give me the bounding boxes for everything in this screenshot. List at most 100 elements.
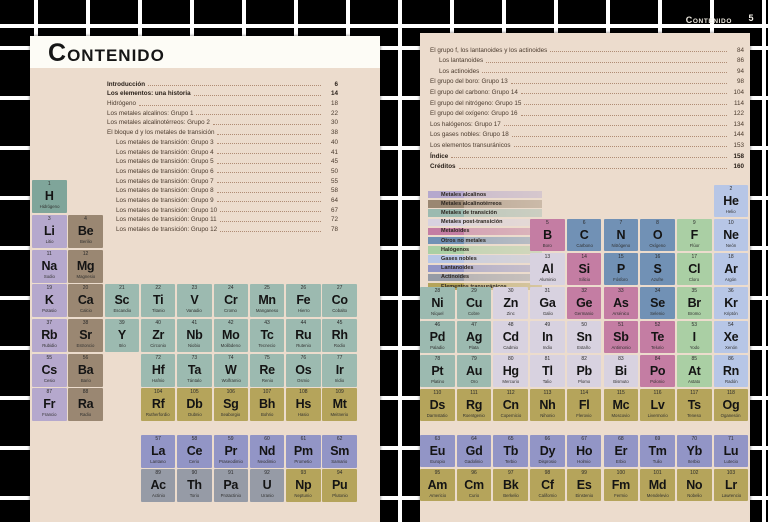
toc-entry: Los lantanoides 86: [430, 54, 744, 64]
element-symbol: Se: [650, 295, 665, 310]
element-number: 85: [691, 356, 698, 362]
element-name: Tulio: [652, 458, 663, 465]
element-symbol: Rf: [151, 397, 165, 411]
element-name: Molibdeno: [220, 343, 241, 349]
element-number: 23: [191, 285, 198, 291]
element-symbol: Np: [295, 478, 312, 492]
toc-entry-label: Los elementos transuránicos: [430, 141, 511, 149]
element-number: 114: [580, 390, 589, 396]
element-number: 96: [471, 470, 477, 476]
element-number: 90: [191, 470, 198, 476]
element-tile-th: 90 Th Torio: [177, 469, 212, 502]
element-number: 11: [46, 251, 52, 257]
element-symbol: Ru: [295, 328, 312, 342]
element-number: 64: [471, 436, 477, 442]
toc-entry: El grupo del boro: Grupo 13 98: [430, 75, 744, 86]
toc-entry-page: 144: [733, 131, 744, 139]
element-number: 80: [507, 356, 514, 362]
element-tile-rg: 111 Rg Roentgenio: [456, 389, 492, 421]
element-symbol: Fr: [43, 397, 56, 411]
element-number: 92: [264, 470, 270, 476]
toc-entry-page: 41: [330, 148, 338, 156]
element-number: 72: [155, 355, 161, 361]
element-number: 14: [581, 254, 587, 260]
element-name: Torio: [189, 493, 200, 499]
toc-entry-label: El grupo del boro: Grupo 13: [430, 78, 508, 86]
element-tile-at: 85 At Astato: [676, 355, 712, 387]
element-symbol: La: [151, 444, 166, 458]
element-name: Moscovio: [611, 412, 630, 419]
dot-leader: [220, 230, 321, 232]
element-tile-cu: 29 Cu Cobre: [456, 287, 492, 319]
element-number: 86: [728, 356, 734, 362]
dot-leader: [220, 211, 321, 213]
element-symbol: Ac: [150, 478, 166, 492]
legend-item-label: Otros no metales: [441, 237, 486, 244]
toc-entry-page: 18: [330, 100, 338, 108]
element-symbol: Bk: [503, 477, 519, 492]
element-symbol: Nb: [186, 328, 203, 342]
toc-entry-label: Los metales de transición: Grupo 7: [116, 177, 214, 185]
element-name: Nihonio: [540, 412, 555, 419]
toc-entry-page: 122: [733, 110, 744, 118]
element-name: Hierro: [297, 308, 310, 314]
dot-leader: [139, 104, 321, 106]
element-tile-eu: 63 Eu Europio: [420, 435, 455, 467]
toc-entry-page: 134: [733, 120, 744, 128]
element-number: 74: [227, 355, 234, 361]
element-symbol: Rg: [465, 397, 483, 412]
element-tile-pm: 61 Pm Prometio: [286, 435, 321, 468]
toc-entry-page: 72: [330, 216, 338, 224]
element-tile-ru: 44 Ru Rutenio: [286, 319, 321, 352]
element-name: Wolframio: [221, 378, 241, 384]
element-number: 71: [728, 436, 734, 442]
toc-entry-page: 64: [330, 196, 338, 204]
dot-leader: [216, 191, 321, 193]
element-symbol: C: [579, 227, 589, 242]
element-number: 69: [654, 436, 661, 442]
element-tile-rh: 45 Rh Rodio: [322, 319, 357, 352]
dot-leader: [216, 143, 321, 145]
element-symbol: Sr: [79, 328, 92, 342]
element-name: Galio: [542, 310, 553, 317]
element-symbol: Hg: [502, 363, 519, 378]
element-tile-mc: 115 Mc Moscovio: [603, 389, 639, 421]
element-symbol: O: [652, 227, 663, 242]
element-symbol: Pb: [576, 363, 592, 378]
element-number: 49: [544, 322, 551, 328]
element-tile-np: 93 Np Neptunio: [286, 469, 321, 502]
element-symbol: Al: [541, 261, 554, 276]
dot-leader: [193, 94, 321, 96]
element-name: Manganeso: [255, 308, 279, 314]
toc-entry-page: 58: [330, 187, 338, 195]
toc-entry: Los metales de transición: Grupo 5 45: [107, 156, 338, 165]
element-name: Plomo: [578, 378, 591, 385]
element-tile-ca: 20 Ca Calcio: [68, 284, 103, 317]
element-symbol: Na: [41, 259, 58, 273]
toc-entry-label: Los metales de transición: Grupo 12: [116, 226, 218, 233]
legend-item-label: Metales post-transición: [441, 219, 503, 226]
toc-entry-page: 84: [736, 46, 744, 54]
element-name: Litio: [45, 239, 54, 245]
element-name: Americio: [428, 492, 446, 499]
element-symbol: Gd: [465, 443, 483, 458]
element-name: Talio: [543, 378, 552, 385]
element-symbol: P: [616, 261, 625, 276]
element-number: 12: [82, 251, 89, 257]
periodic-table-right: 2 He Helio 5 B Boro 6 C Carbono 7 N Nitrógeno 8 O Oxíg…: [420, 33, 750, 522]
element-symbol: I: [692, 329, 697, 344]
legend-item: Otros no metales: [428, 236, 542, 245]
element-symbol: Sm: [330, 444, 350, 458]
element-number: 20: [82, 285, 89, 291]
element-name: Cadmio: [503, 344, 519, 351]
element-symbol: Sg: [223, 397, 239, 411]
element-symbol: Pm: [293, 444, 313, 458]
legend-item-label: Metales alcalinos: [441, 191, 487, 198]
element-symbol: Mo: [222, 328, 240, 342]
dot-leader: [520, 114, 727, 116]
element-tile-au: 79 Au Oro: [456, 355, 492, 387]
element-symbol: Ce: [186, 444, 203, 458]
toc-entry-page: 114: [733, 99, 744, 107]
element-number: 16: [654, 254, 661, 260]
page-title: Contenido: [48, 39, 165, 67]
